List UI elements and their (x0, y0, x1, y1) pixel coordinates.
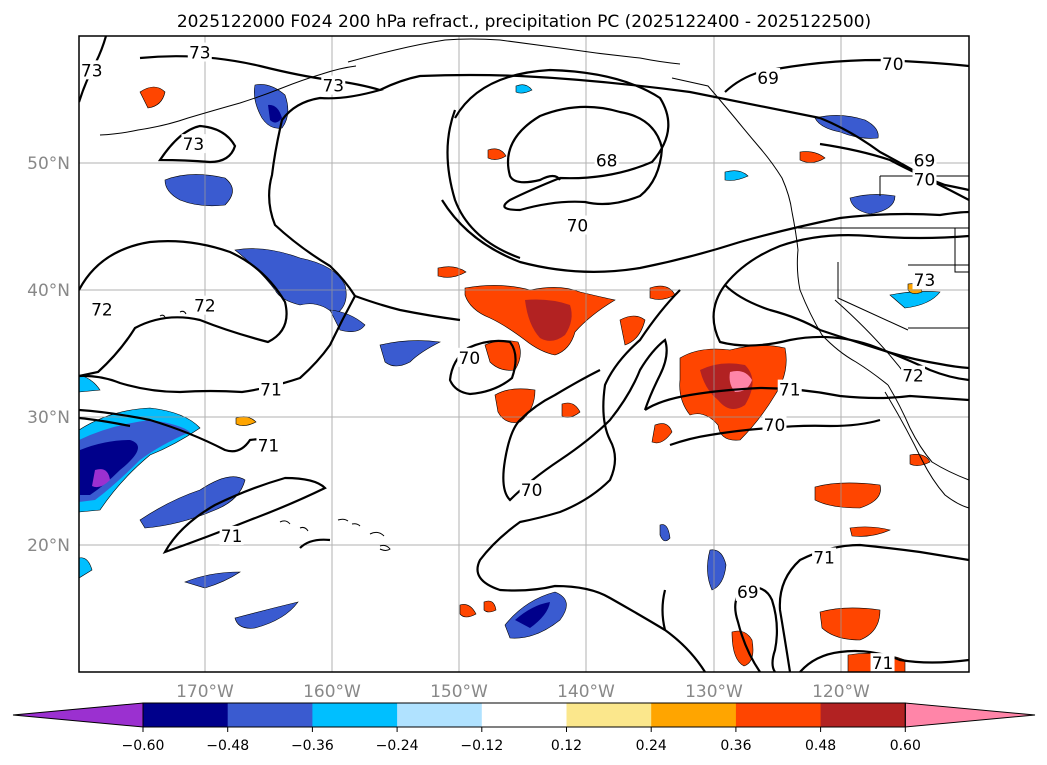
contour-label-bg (187, 42, 212, 62)
contour-label-bg (219, 525, 244, 545)
contour-label: 72 (194, 297, 216, 317)
contour-label: 71 (221, 527, 243, 547)
contour-label: 73 (914, 271, 936, 291)
contour-label: 73 (183, 135, 205, 155)
contour-label-bg (901, 365, 926, 385)
colorbar-tick-label: 0.24 (636, 738, 667, 754)
contour-label-bg (812, 547, 837, 567)
contour-label-bg (79, 60, 104, 80)
precip-positive-fill (139, 86, 931, 672)
contour-label: 70 (882, 55, 904, 75)
lon-label-170w: 170°W (176, 682, 234, 702)
lat-label-20n: 20°N (27, 536, 70, 556)
contour-label: 72 (902, 367, 924, 387)
contour-label: 71 (872, 654, 894, 674)
colorbar-segment (143, 703, 229, 727)
lat-label-40n: 40°N (27, 281, 70, 301)
lon-label-160w: 160°W (303, 682, 361, 702)
lon-label-130w: 130°W (685, 682, 743, 702)
contour-label: 71 (779, 381, 801, 401)
contour-label-bg (777, 379, 802, 399)
figure-title: 2025122000 F024 200 hPa refract., precip… (177, 12, 871, 32)
contour-label-bg (735, 581, 760, 601)
colorbar-tick-label: 0.48 (805, 738, 836, 754)
colorbar-segment (651, 703, 737, 727)
colorbar-segment (820, 703, 906, 727)
colorbar-segment (566, 703, 652, 727)
contour-label: 73 (189, 44, 211, 64)
colorbar-segment (397, 703, 483, 727)
contour-label-bg (192, 295, 217, 315)
colorbar-tick-label: 0.36 (720, 738, 751, 754)
contour-label-bg (594, 150, 619, 170)
map-frame (78, 35, 970, 673)
lon-label-120w: 120°W (812, 682, 870, 702)
colorbar: −0.60 −0.48 −0.36 −0.24 −0.12 0.12 0.24 0.36 0.4… (12, 702, 1036, 754)
lon-label-140w: 140°W (557, 682, 615, 702)
colorbar-tick-label: 0.12 (551, 738, 582, 754)
lat-label-50n: 50°N (27, 154, 70, 174)
contour-label: 71 (260, 381, 282, 401)
contour-label: 72 (91, 300, 113, 320)
contour-label: 71 (258, 437, 280, 457)
contour-label: 71 (813, 549, 835, 569)
contour-label-bg (565, 215, 590, 235)
colorbar-extend-low (12, 702, 144, 728)
colorbar-segment (227, 703, 313, 727)
contour-label-bg (880, 53, 905, 73)
contour-label: 70 (567, 217, 589, 237)
contour-label-bg (258, 379, 283, 399)
contour-label-bg (870, 653, 895, 673)
contour-label: 69 (737, 583, 759, 603)
contour-label-bg (912, 270, 937, 290)
longitude-labels: 170°W 160°W 150°W 140°W 130°W 120°W (176, 682, 870, 702)
contour-label: 73 (81, 61, 103, 81)
contour-label: 69 (757, 69, 779, 89)
colorbar-segment (312, 703, 398, 727)
lat-label-30n: 30°N (27, 408, 70, 428)
contour-label-bg (912, 169, 937, 189)
colorbar-tick-label: −0.60 (122, 738, 165, 754)
contour-label-bg (181, 134, 206, 154)
contour-label-bg (256, 435, 281, 455)
contour-label-bg (457, 347, 482, 367)
islands (159, 310, 391, 551)
contour-label: 68 (596, 152, 618, 172)
contour-label-bg (519, 480, 544, 500)
contour-label: 73 (322, 77, 344, 97)
contour-label-bg (762, 415, 787, 435)
colorbar-outline (142, 702, 906, 728)
lon-label-150w: 150°W (430, 682, 488, 702)
contour-lines (79, 36, 969, 672)
contour-label-bg (89, 299, 114, 319)
colorbar-extend-high (904, 702, 1036, 728)
contour-label: 69 (914, 152, 936, 172)
colorbar-tick-label: −0.36 (291, 738, 334, 754)
contour-label: 70 (764, 416, 786, 436)
latitude-labels: 50°N 40°N 30°N 20°N (27, 154, 70, 556)
contour-label-bg (321, 75, 346, 95)
colorbar-tick-label: −0.48 (206, 738, 249, 754)
colorbar-segment (481, 703, 567, 727)
contour-label: 70 (459, 349, 481, 369)
precip-negative-fill (79, 84, 941, 639)
contour-label-bg (912, 150, 937, 170)
colorbar-tick-label: −0.12 (460, 738, 503, 754)
colorbar-tick-label: −0.24 (376, 738, 419, 754)
colorbar-segment (735, 703, 822, 727)
contour-label: 70 (521, 481, 543, 501)
colorbar-tick-label: 0.60 (890, 738, 921, 754)
contour-label: 70 (914, 171, 936, 191)
contour-label-bg (756, 67, 781, 87)
